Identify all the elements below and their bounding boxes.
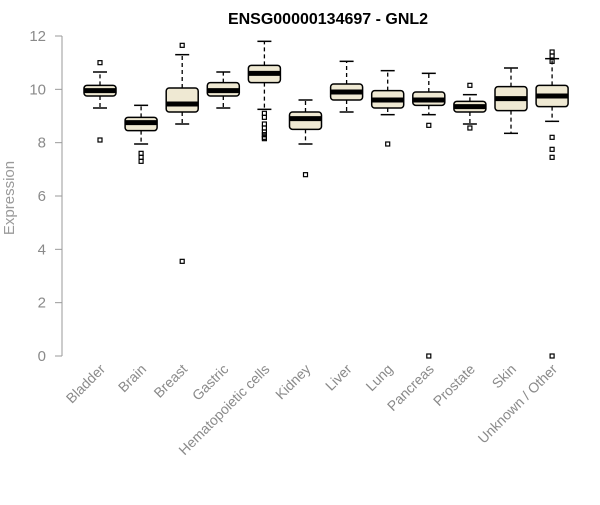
box-gastric [206, 71, 241, 109]
outlier-point [138, 150, 144, 156]
outlier-point [467, 125, 473, 131]
box-brain [124, 104, 158, 164]
outlier-point [261, 134, 267, 140]
box-kidney [288, 99, 323, 178]
y-tick-label: 0 [38, 348, 46, 365]
outlier-point [138, 154, 144, 160]
box-hematopoietic-cells [247, 40, 282, 142]
box-pancreas [412, 72, 446, 359]
y-tick-label: 8 [38, 135, 46, 152]
outlier-point [179, 258, 185, 264]
boxes-group [83, 40, 569, 359]
outlier-point [549, 53, 555, 59]
x-category-label: Lung [362, 361, 395, 394]
x-category-label: Brain [115, 361, 149, 395]
outlier-point [385, 141, 391, 147]
outlier-point [261, 129, 267, 135]
outlier-point [179, 42, 185, 48]
outlier-point [426, 122, 432, 128]
outlier-point [426, 353, 432, 359]
box-liver [329, 60, 364, 113]
outlier-point [549, 134, 555, 140]
x-category-label: Breast [150, 361, 190, 401]
outlier-point [261, 114, 267, 120]
x-category-label: Skin [489, 361, 520, 392]
y-tick-label: 12 [29, 28, 46, 45]
outlier-point [97, 60, 103, 66]
outlier-point [549, 154, 555, 160]
box-iqr [165, 87, 199, 113]
box-unknown-other [535, 49, 569, 359]
outlier-point [97, 137, 103, 143]
x-category-label: Prostate [430, 361, 478, 409]
box-breast [165, 42, 199, 264]
outlier-point [261, 136, 267, 142]
x-category-label: Liver [322, 361, 355, 394]
outlier-point [549, 146, 555, 152]
chart-title: ENSG00000134697 - GNL2 [228, 11, 428, 28]
outlier-point [467, 82, 473, 88]
y-tick-label: 2 [38, 295, 46, 312]
outlier-point [138, 158, 144, 164]
box-lung [370, 69, 405, 147]
box-bladder [83, 60, 117, 143]
y-tick-label: 4 [38, 241, 46, 258]
outlier-point [549, 58, 555, 64]
box-skin [494, 67, 528, 135]
x-category-label: Kidney [272, 361, 314, 403]
outlier-point [549, 353, 555, 359]
outlier-point [261, 125, 267, 131]
box-prostate [453, 82, 487, 131]
y-tick-label: 6 [38, 188, 46, 205]
x-category-label: Bladder [63, 361, 109, 407]
outlier-point [261, 132, 267, 138]
y-axis-label: Expression [1, 161, 18, 235]
outlier-point [302, 172, 309, 178]
y-tick-label: 10 [29, 81, 46, 98]
y-axis: 0 2 4 6 8 10 12 [29, 28, 63, 365]
